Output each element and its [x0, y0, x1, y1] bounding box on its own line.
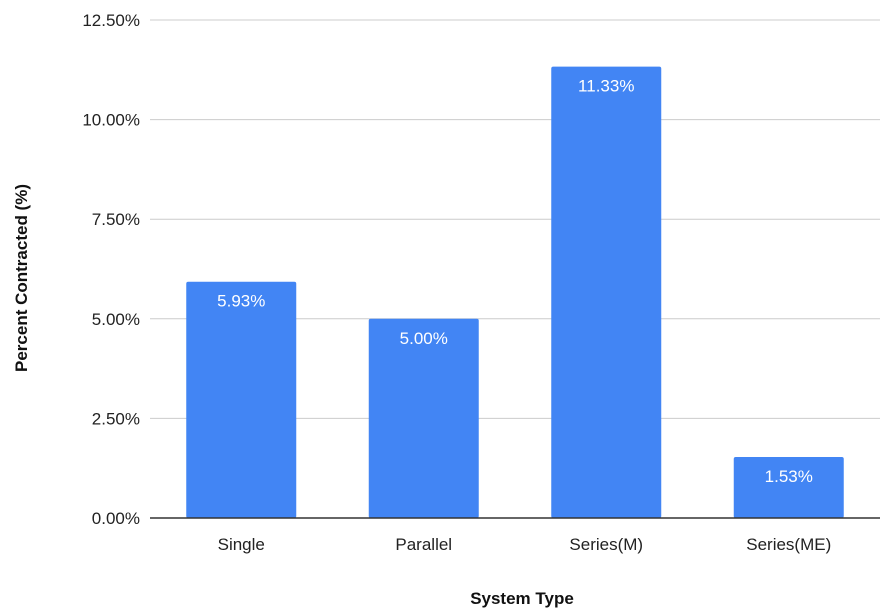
bars: 5.93% 5.00% 11.33% 1.53%: [186, 66, 844, 519]
x-tick-label: Parallel: [395, 535, 452, 554]
data-label: 1.53%: [765, 467, 813, 486]
y-tick-label: 7.50%: [92, 210, 140, 229]
bar: [551, 66, 662, 519]
y-axis-ticks: 0.00% 2.50% 5.00% 7.50% 10.00% 12.50%: [82, 11, 140, 528]
bar: [186, 281, 297, 518]
y-tick-label: 0.00%: [92, 509, 140, 528]
x-axis-ticks: Single Parallel Series(M) Series(ME): [218, 535, 832, 554]
x-tick-label: Series(M): [569, 535, 643, 554]
x-tick-label: Series(ME): [746, 535, 831, 554]
y-axis-title: Percent Contracted (%): [12, 184, 31, 372]
x-axis-title: System Type: [470, 589, 574, 608]
bar: [733, 457, 844, 518]
data-label: 5.00%: [400, 329, 448, 348]
y-tick-label: 10.00%: [82, 111, 140, 130]
x-tick-label: Single: [218, 535, 265, 554]
data-label: 11.33%: [578, 77, 634, 96]
bar: [368, 318, 479, 518]
y-tick-label: 2.50%: [92, 409, 140, 428]
data-label: 5.93%: [217, 292, 265, 311]
y-tick-label: 12.50%: [82, 11, 140, 30]
y-tick-label: 5.00%: [92, 310, 140, 329]
